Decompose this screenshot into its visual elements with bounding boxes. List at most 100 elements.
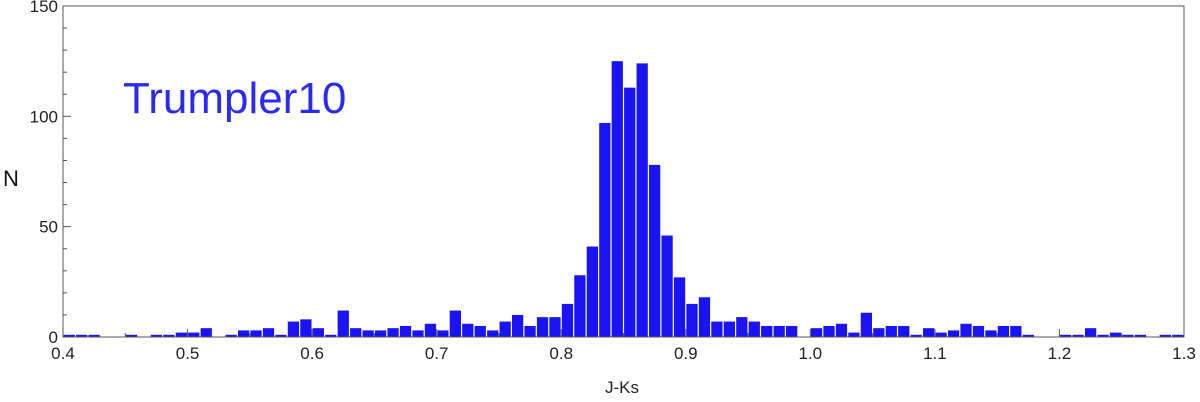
- histogram-bar: [848, 332, 860, 337]
- histogram-bar: [761, 325, 773, 337]
- histogram-bar: [885, 325, 897, 337]
- histogram-bar: [512, 314, 524, 337]
- x-tick-label: 1.1: [923, 344, 947, 363]
- histogram-bar: [200, 328, 212, 337]
- histogram-bar: [860, 312, 873, 337]
- histogram-bar: [63, 334, 75, 337]
- plot-frame: [62, 5, 1185, 338]
- histogram-bar: [649, 164, 661, 337]
- cluster-annotation: Trumpler10: [123, 74, 346, 123]
- histogram-bar: [424, 323, 437, 337]
- histogram-bar: [723, 321, 735, 337]
- histogram-bar: [997, 325, 1010, 337]
- histogram-bar: [1060, 334, 1072, 337]
- histogram-bar: [524, 325, 536, 337]
- histogram-bar: [125, 334, 138, 337]
- y-axis-label: N: [3, 166, 19, 191]
- histogram-bar: [910, 334, 922, 337]
- histogram-bar: [873, 328, 885, 337]
- histogram-bar: [599, 122, 611, 337]
- histogram-bar: [262, 328, 275, 337]
- histogram-bar: [711, 321, 723, 337]
- histogram-bar: [611, 61, 623, 338]
- histogram-bar: [399, 325, 412, 337]
- histogram-bar: [786, 325, 798, 337]
- histogram-bars: [63, 61, 1184, 338]
- y-tick-label: 100: [30, 107, 58, 126]
- x-axis-label: J-Ks: [605, 378, 639, 397]
- histogram-bar: [549, 317, 561, 337]
- x-tick-label: 1.3: [1172, 344, 1196, 363]
- histogram-bar: [686, 303, 698, 337]
- x-tick-label: 0.6: [300, 344, 324, 363]
- x-tick-label: 0.5: [176, 344, 200, 363]
- histogram-bar: [823, 325, 835, 337]
- histogram-bar: [412, 330, 424, 337]
- histogram-bar: [487, 330, 499, 337]
- histogram-bar: [835, 323, 848, 337]
- histogram-bar: [1010, 325, 1022, 337]
- histogram-bar: [972, 325, 985, 337]
- y-tick-label: 150: [30, 0, 58, 16]
- histogram-bar: [437, 330, 449, 337]
- histogram-bar: [586, 246, 598, 337]
- histogram-bar: [1109, 332, 1122, 337]
- y-tick-label: 50: [39, 218, 58, 237]
- histogram-bar: [88, 334, 100, 337]
- x-tick-label: 1.0: [799, 344, 823, 363]
- histogram-bar: [923, 328, 935, 337]
- histogram-bar: [561, 303, 574, 337]
- histogram-bar: [1022, 334, 1034, 337]
- histogram-bar: [898, 325, 910, 337]
- x-tick-label: 1.2: [1048, 344, 1072, 363]
- histogram-bar: [1159, 334, 1171, 337]
- histogram-bar: [935, 332, 947, 337]
- histogram-bar: [1172, 334, 1184, 337]
- histogram-bar: [624, 87, 636, 337]
- histogram-bar: [325, 334, 337, 337]
- x-tick-label: 0.8: [549, 344, 573, 363]
- histogram-bar: [960, 323, 972, 337]
- histogram-bar: [748, 321, 760, 337]
- histogram-bar: [574, 275, 586, 337]
- histogram-bar: [150, 334, 163, 337]
- histogram-bar: [474, 325, 486, 337]
- x-tick-label: 0.4: [51, 344, 75, 363]
- histogram-bar: [773, 325, 785, 337]
- histogram-bar: [1122, 334, 1134, 337]
- x-axis-ticks: 0.4 0.5 0.6 0.7 0.8 0.9 1.0 1.1 1.2 1.3: [51, 329, 1196, 363]
- histogram-bar: [736, 317, 748, 337]
- histogram-bar: [985, 330, 997, 337]
- histogram-bar: [350, 328, 362, 337]
- histogram-bar: [225, 334, 237, 337]
- histogram-bar: [673, 277, 686, 337]
- histogram-bar: [1134, 334, 1147, 337]
- y-tick-label: 0: [49, 328, 58, 347]
- histogram-bar: [275, 334, 287, 337]
- histogram-bar: [374, 330, 387, 337]
- histogram-bar: [237, 330, 250, 337]
- x-tick-label: 0.9: [674, 344, 698, 363]
- histogram-bar: [76, 334, 88, 337]
- histogram-bar: [300, 319, 312, 337]
- histogram-bar: [312, 328, 324, 337]
- histogram-bar: [250, 330, 262, 337]
- histogram-bar: [362, 330, 374, 337]
- histogram-bar: [698, 297, 711, 337]
- histogram-bar: [337, 310, 349, 337]
- histogram-bar: [163, 334, 175, 337]
- histogram-bar: [1072, 334, 1084, 337]
- histogram-bar: [1097, 334, 1109, 337]
- histogram-bar: [449, 310, 461, 337]
- histogram-bar: [636, 63, 648, 338]
- histogram-bar: [1084, 328, 1097, 337]
- histogram-bar: [947, 330, 960, 337]
- histogram-bar: [536, 317, 549, 337]
- histogram-bar: [462, 323, 474, 337]
- y-axis-ticks: 0 50 100 150: [30, 0, 71, 347]
- histogram-bar: [175, 332, 187, 337]
- histogram-bar: [661, 235, 673, 337]
- histogram-bar: [387, 328, 399, 337]
- histogram-bar: [287, 321, 300, 337]
- x-tick-label: 0.7: [425, 344, 449, 363]
